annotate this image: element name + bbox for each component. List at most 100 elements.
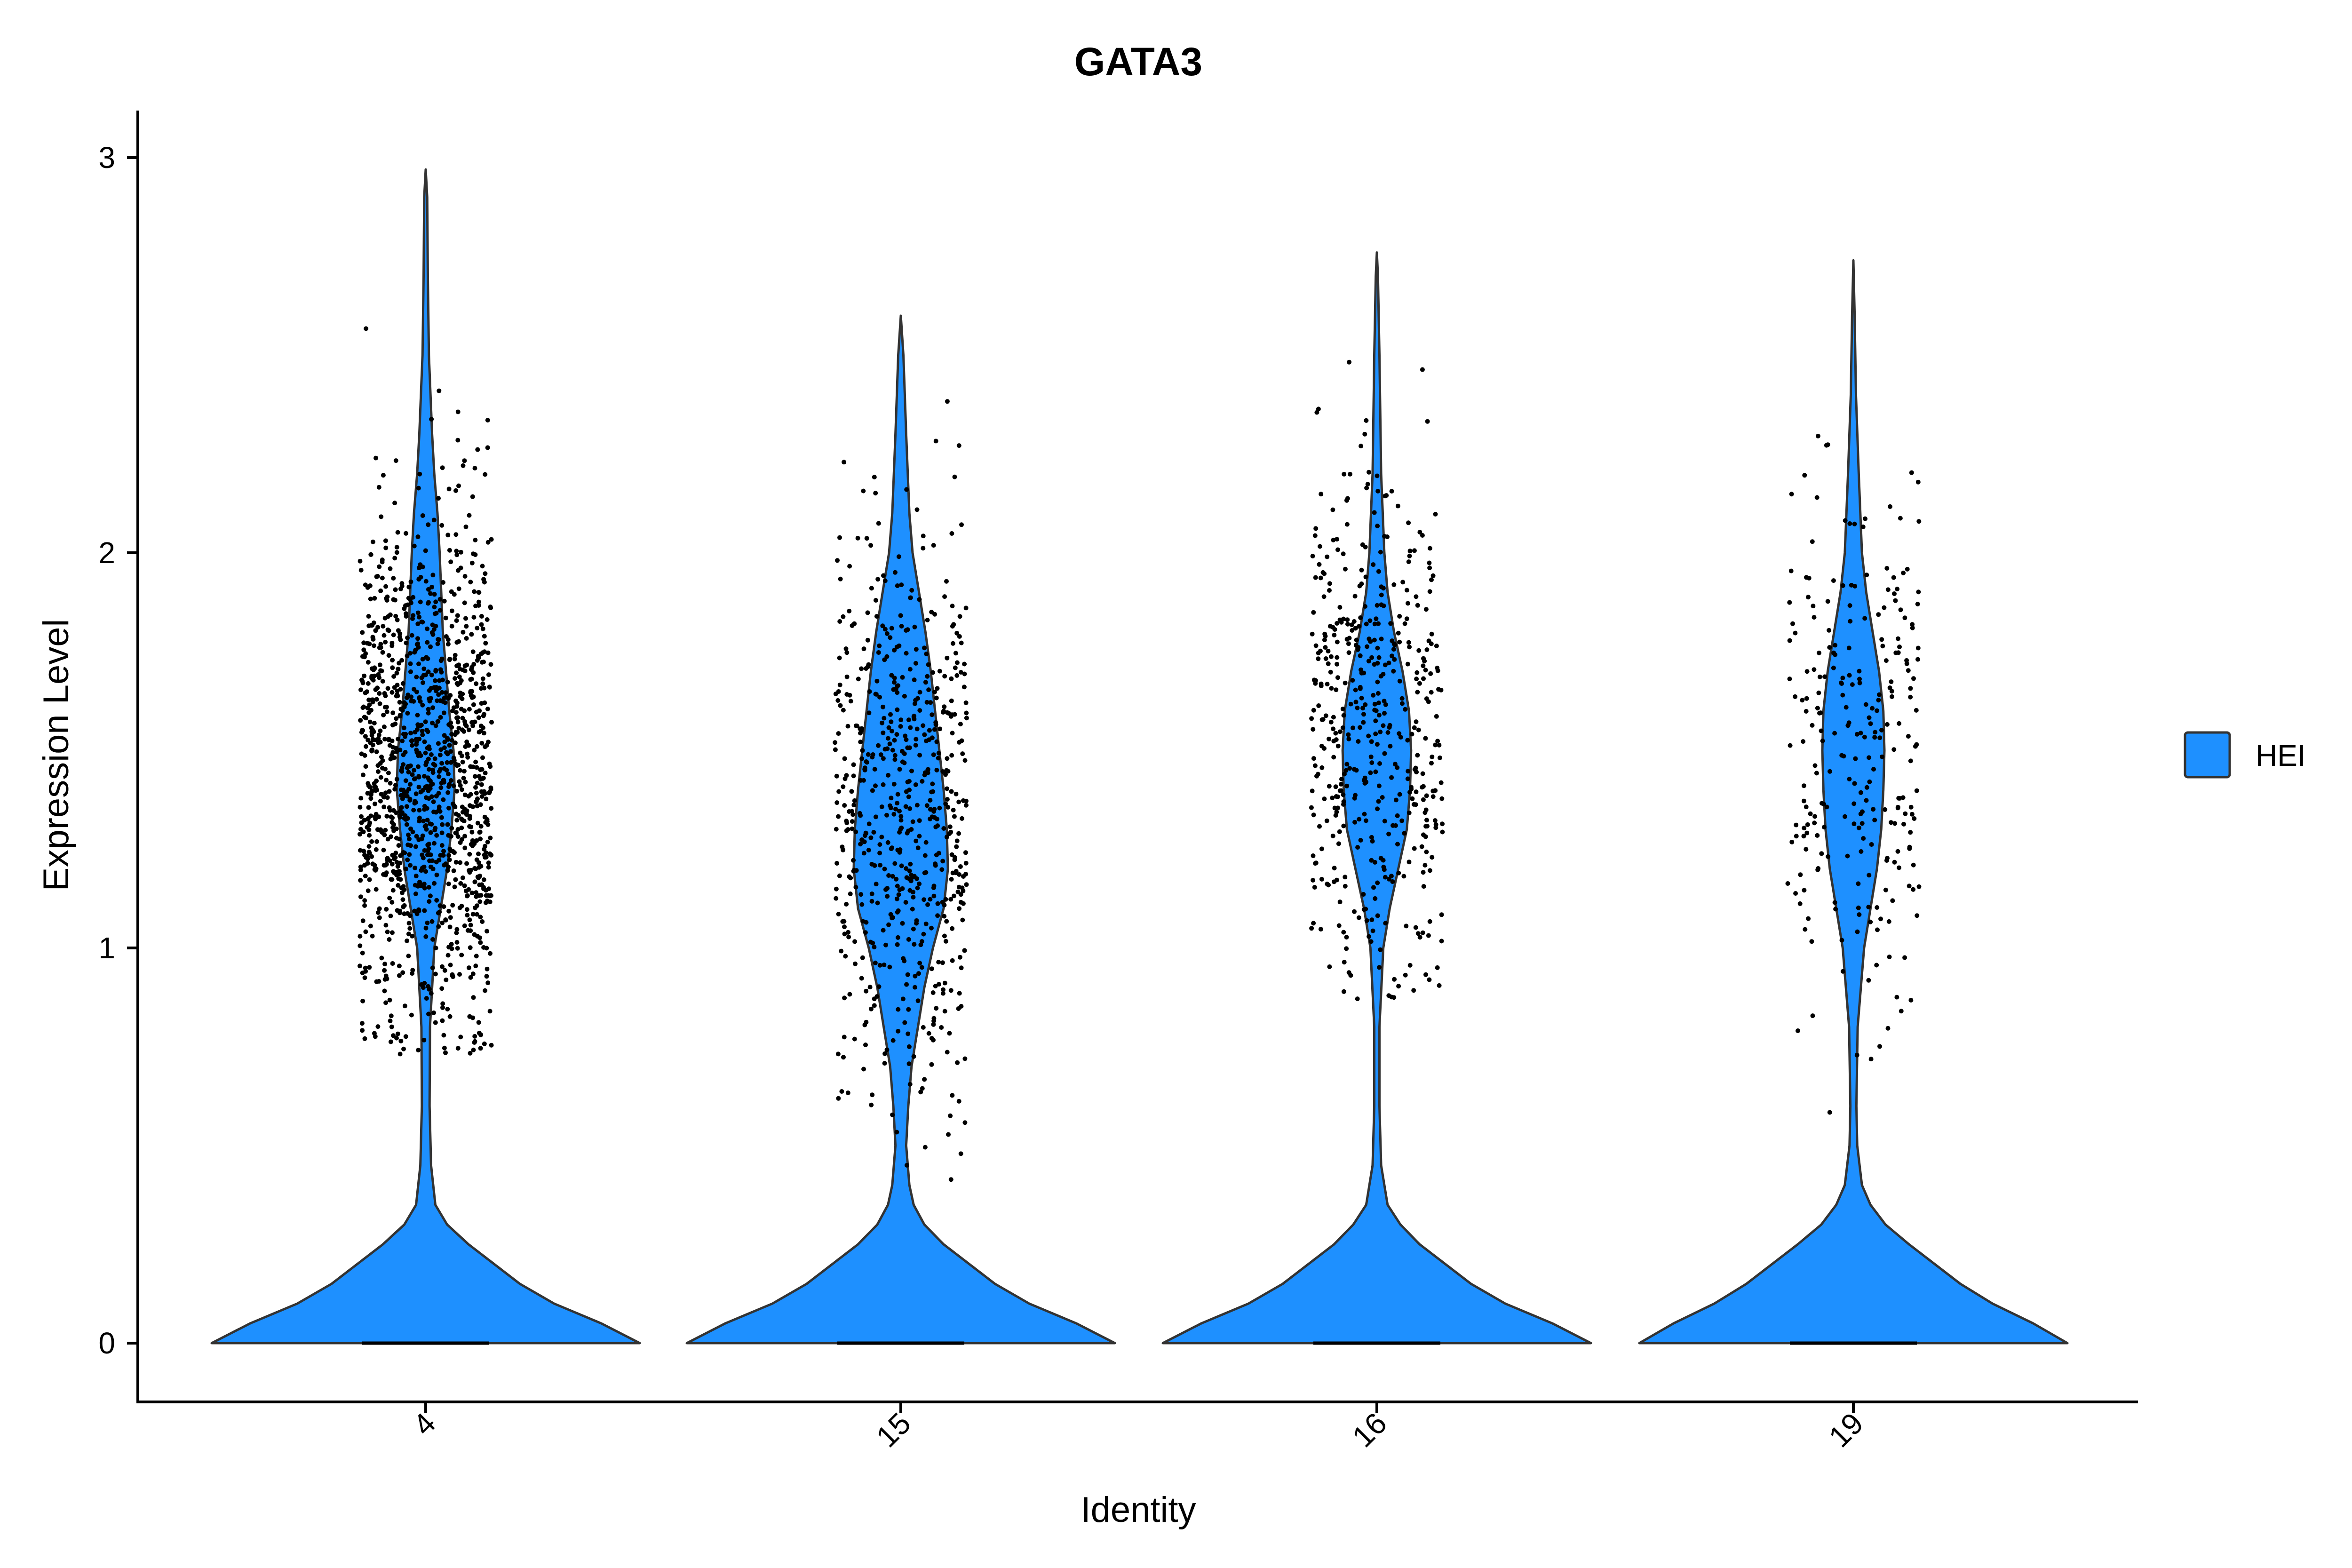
data-point <box>383 545 389 550</box>
data-point <box>956 443 961 448</box>
data-point <box>862 839 867 844</box>
data-point <box>468 868 473 873</box>
data-point <box>457 905 462 910</box>
data-point <box>442 745 447 750</box>
data-point <box>375 1024 381 1029</box>
data-point <box>448 848 453 853</box>
data-point <box>945 756 950 761</box>
violins-layer <box>210 168 2069 1345</box>
data-point <box>1851 821 1857 827</box>
data-point <box>413 791 419 796</box>
data-point <box>358 864 363 869</box>
data-point <box>927 728 932 733</box>
data-point <box>856 677 861 682</box>
data-point <box>1339 788 1344 793</box>
data-point <box>1393 797 1398 803</box>
data-point <box>890 1038 896 1043</box>
data-point <box>1903 811 1908 816</box>
data-point <box>485 650 491 655</box>
data-point <box>1358 653 1363 658</box>
data-point <box>1421 656 1426 661</box>
data-point <box>445 751 450 756</box>
data-point <box>470 764 476 770</box>
data-point <box>398 637 403 642</box>
data-point <box>374 778 379 783</box>
data-point <box>472 589 477 594</box>
data-point <box>1804 847 1809 852</box>
data-point <box>444 977 449 982</box>
data-point <box>1824 804 1829 810</box>
data-point <box>389 643 395 648</box>
data-point <box>913 661 918 666</box>
data-point <box>946 1132 951 1137</box>
data-point <box>420 833 425 838</box>
data-point <box>946 769 951 774</box>
data-point <box>904 737 909 742</box>
data-point <box>379 754 384 759</box>
data-point <box>360 998 366 1003</box>
data-point <box>430 705 435 710</box>
data-point <box>917 708 922 713</box>
data-point <box>1815 833 1820 838</box>
data-point <box>1435 739 1440 744</box>
data-point <box>454 930 459 935</box>
data-point <box>1405 661 1410 667</box>
data-point <box>875 900 880 906</box>
data-point <box>409 738 414 743</box>
data-point <box>1361 712 1366 717</box>
data-point <box>1814 771 1819 776</box>
data-point <box>1337 899 1343 905</box>
data-point <box>440 822 445 827</box>
data-point <box>911 895 916 900</box>
data-point <box>934 695 939 700</box>
data-point <box>480 676 485 681</box>
data-point <box>1809 939 1814 944</box>
data-point <box>958 1151 963 1156</box>
data-point <box>900 921 905 926</box>
data-point <box>406 596 411 601</box>
data-point <box>918 1090 923 1095</box>
data-point <box>1391 647 1396 652</box>
data-point <box>914 647 919 652</box>
data-point <box>1319 876 1324 882</box>
data-point <box>954 673 960 678</box>
data-point <box>1440 829 1445 835</box>
data-point <box>1407 553 1412 558</box>
data-point <box>850 812 856 817</box>
data-point <box>377 915 382 920</box>
data-point <box>450 903 455 908</box>
data-point <box>1847 777 1852 781</box>
data-point <box>1343 875 1348 880</box>
data-point <box>429 672 434 677</box>
data-point <box>425 626 430 631</box>
data-point <box>1382 534 1387 539</box>
data-point <box>363 734 368 739</box>
data-point <box>1439 912 1444 917</box>
data-point <box>429 630 435 635</box>
data-point <box>1877 1044 1882 1049</box>
data-point <box>835 698 841 703</box>
data-point <box>925 902 930 907</box>
data-point <box>1420 930 1425 935</box>
data-point <box>895 847 900 852</box>
data-point <box>868 835 874 840</box>
data-point <box>1363 702 1368 707</box>
data-point <box>870 788 875 793</box>
data-point <box>1375 473 1380 478</box>
data-point <box>896 683 901 688</box>
data-point <box>401 762 406 767</box>
data-point <box>362 715 367 720</box>
data-point <box>377 701 382 706</box>
data-point <box>441 904 446 909</box>
data-point <box>931 893 937 899</box>
data-point <box>362 975 367 980</box>
data-point <box>449 834 453 839</box>
data-point <box>368 552 373 557</box>
data-point <box>1386 661 1391 666</box>
data-point <box>442 740 447 745</box>
data-point <box>1850 682 1855 687</box>
data-point <box>1817 710 1822 716</box>
data-point <box>944 919 949 924</box>
data-point <box>859 666 864 671</box>
data-point <box>379 669 384 674</box>
